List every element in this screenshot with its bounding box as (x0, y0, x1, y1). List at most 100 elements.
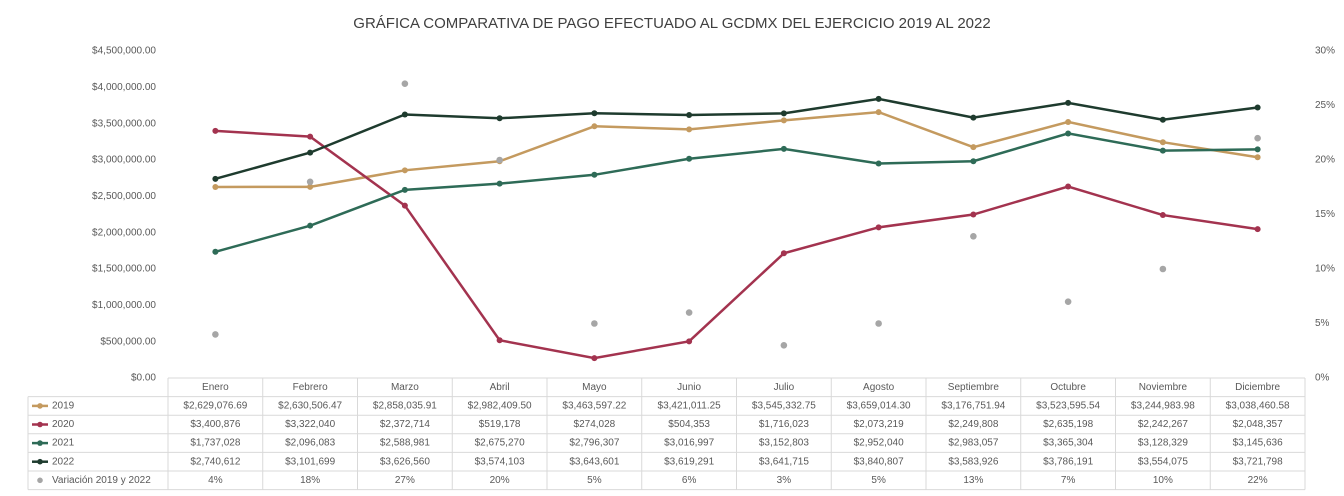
line-marker (212, 248, 219, 255)
line-marker (780, 110, 787, 117)
line-marker (686, 338, 693, 345)
y2-tick-label: 15% (1315, 209, 1335, 220)
table-cell: $2,249,808 (948, 419, 998, 430)
line-marker (780, 117, 787, 124)
table-cell: $3,641,715 (759, 456, 809, 467)
line-marker (401, 111, 408, 118)
scatter-point (1159, 265, 1167, 273)
line-marker (496, 180, 503, 187)
x-tick-label: Abril (490, 382, 510, 393)
line-marker (875, 160, 882, 167)
table-cell: $3,554,075 (1138, 456, 1188, 467)
line-marker (401, 186, 408, 193)
table-cell: $2,629,076.69 (183, 401, 247, 412)
table-cell: $3,400,876 (190, 419, 240, 430)
line-marker (307, 149, 314, 156)
x-tick-label: Diciembre (1235, 382, 1280, 393)
table-cell: 5% (587, 475, 602, 486)
table-cell: $3,786,191 (1043, 456, 1093, 467)
y-tick-label: $2,500,000.00 (92, 191, 156, 202)
x-tick-label: Enero (202, 382, 229, 393)
legend-marker (37, 458, 43, 465)
table-cell: $3,016,997 (664, 438, 714, 449)
series-line (215, 110, 1258, 189)
line-marker (1065, 99, 1072, 106)
table-cell: 5% (871, 475, 886, 486)
legend-label: 2020 (52, 419, 75, 430)
line-marker (401, 167, 408, 174)
line-marker (591, 110, 598, 117)
line-marker (780, 145, 787, 152)
line-marker (307, 133, 314, 140)
table-cell: $3,619,291 (664, 456, 714, 467)
y2-tick-label: 20% (1315, 155, 1335, 166)
line-marker (1254, 104, 1261, 111)
y-tick-label: $1,000,000.00 (92, 300, 156, 311)
legend-label: 2021 (52, 438, 75, 449)
y-tick-label: $4,500,000.00 (92, 46, 156, 57)
scatter-point (212, 331, 219, 338)
line-marker (1159, 212, 1166, 219)
table-cell: $2,740,612 (190, 456, 240, 467)
table-cell: $504,353 (668, 419, 710, 430)
line-marker (1254, 146, 1261, 153)
line-marker (212, 127, 219, 134)
table-cell: $3,721,798 (1233, 456, 1283, 467)
line-marker (686, 111, 693, 118)
table-cell: $3,574,103 (475, 456, 525, 467)
table-cell: $274,028 (574, 419, 616, 430)
scatter-point (875, 320, 882, 327)
table-cell: $3,145,636 (1233, 438, 1283, 449)
table-cell: 27% (395, 475, 415, 486)
x-tick-label: Noviembre (1139, 382, 1188, 393)
table-cell: $3,659,014.30 (847, 401, 911, 412)
x-tick-label: Marzo (391, 382, 419, 393)
line-marker (1254, 154, 1261, 161)
legend-marker (37, 421, 43, 428)
y-tick-label: $3,500,000.00 (92, 118, 156, 129)
line-marker (780, 250, 787, 257)
y-tick-label: $3,000,000.00 (92, 155, 156, 166)
line-marker (1159, 139, 1166, 146)
series-line (215, 97, 1258, 181)
table-cell: $2,858,035.91 (373, 401, 437, 412)
table-cell: $2,982,409.50 (468, 401, 532, 412)
table-cell: $3,244,983.98 (1131, 401, 1195, 412)
table-cell: $3,545,332.75 (752, 401, 816, 412)
y-tick-label: $0.00 (131, 373, 156, 384)
y2-tick-label: 25% (1315, 100, 1335, 111)
table-cell: $519,178 (479, 419, 521, 430)
line-marker (212, 183, 219, 190)
y2-tick-label: 10% (1315, 264, 1335, 275)
scatter-point (780, 342, 788, 349)
y-tick-label: $4,000,000.00 (92, 82, 156, 93)
table-cell: $3,840,807 (854, 456, 904, 467)
scatter-point (306, 178, 314, 186)
chart-title: GRÁFICA COMPARATIVA DE PAGO EFECTUADO AL… (353, 15, 990, 32)
y-tick-label: $1,500,000.00 (92, 264, 156, 275)
table-cell: $2,796,307 (569, 438, 619, 449)
table-cell: $2,635,198 (1043, 419, 1093, 430)
scatter-point (970, 233, 977, 240)
line-marker (875, 95, 882, 102)
line-marker (496, 115, 503, 122)
table-cell: $2,372,714 (380, 419, 430, 430)
table-cell: $2,096,083 (285, 438, 335, 449)
scatter-point (401, 80, 409, 87)
line-marker (1159, 116, 1166, 123)
table-cell: $3,101,699 (285, 456, 335, 467)
line-marker (1065, 183, 1072, 190)
line-marker (591, 355, 598, 362)
table-cell: 10% (1153, 475, 1173, 486)
line-marker (1065, 130, 1072, 137)
legend-marker (37, 477, 43, 484)
line-marker (970, 158, 977, 165)
table-cell: $3,322,040 (285, 419, 335, 430)
table-cell: $2,242,267 (1138, 419, 1188, 430)
line-marker (401, 202, 408, 209)
line-marker (307, 183, 314, 190)
scatter-point (1254, 134, 1261, 142)
legend-marker (37, 403, 43, 409)
table-cell: 4% (208, 475, 223, 486)
